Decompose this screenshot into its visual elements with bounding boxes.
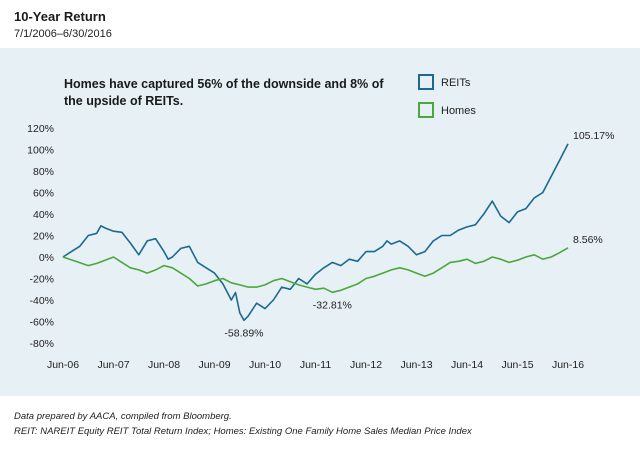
y-tick-label: 60%	[33, 188, 54, 200]
y-tick-label: 20%	[33, 231, 54, 243]
y-tick-label: -60%	[29, 317, 54, 329]
x-tick-label: Jun-09	[198, 359, 230, 371]
legend-swatch-reits	[418, 74, 434, 90]
chart-annotation: Homes have captured 56% of the downside …	[64, 77, 384, 108]
y-tick-label: 40%	[33, 209, 54, 221]
chart-title: 10-Year Return	[14, 9, 106, 24]
y-tick-label: 100%	[27, 145, 54, 157]
x-tick-label: Jun-06	[47, 359, 79, 371]
y-tick-label: 80%	[33, 166, 54, 178]
y-tick-label: 120%	[27, 123, 54, 135]
x-tick-label: Jun-08	[148, 359, 180, 371]
data-label: 105.17%	[573, 130, 614, 142]
x-tick-label: Jun-07	[97, 359, 129, 371]
footnote-definitions: REIT: NAREIT Equity REIT Total Return In…	[14, 426, 472, 437]
x-tick-label: Jun-16	[552, 359, 584, 371]
series-line-homes	[62, 247, 569, 294]
series-line-reits	[62, 143, 569, 322]
legend-label-homes: Homes	[441, 105, 476, 117]
chart-subtitle: 7/1/2006–6/30/2016	[14, 28, 112, 40]
data-label: -32.81%	[313, 299, 352, 311]
legend-label-reits: REITs	[441, 77, 471, 89]
x-tick-label: Jun-10	[249, 359, 281, 371]
line-chart: 120% 100% 80% 60% 40% 20% 0% -20% -40% -60% -80% Ju…	[27, 74, 614, 371]
chart-panel: 120% 100% 80% 60% 40% 20% 0% -20% -40% -60% -80% Ju…	[0, 48, 640, 396]
footnote-source: Data prepared by AACA, compiled from Blo…	[14, 411, 232, 422]
y-tick-label: -40%	[29, 295, 54, 307]
data-label: -58.89%	[224, 327, 263, 339]
y-tick-label: -80%	[29, 338, 54, 350]
x-tick-label: Jun-12	[350, 359, 382, 371]
x-tick-label: Jun-14	[451, 359, 483, 371]
y-tick-label: -20%	[29, 274, 54, 286]
data-label: 8.56%	[573, 234, 603, 246]
x-tick-label: Jun-11	[300, 359, 331, 371]
x-tick-label: Jun-15	[501, 359, 533, 371]
legend-swatch-homes	[418, 102, 434, 118]
y-tick-label: 0%	[39, 252, 54, 264]
x-tick-label: Jun-13	[400, 359, 432, 371]
